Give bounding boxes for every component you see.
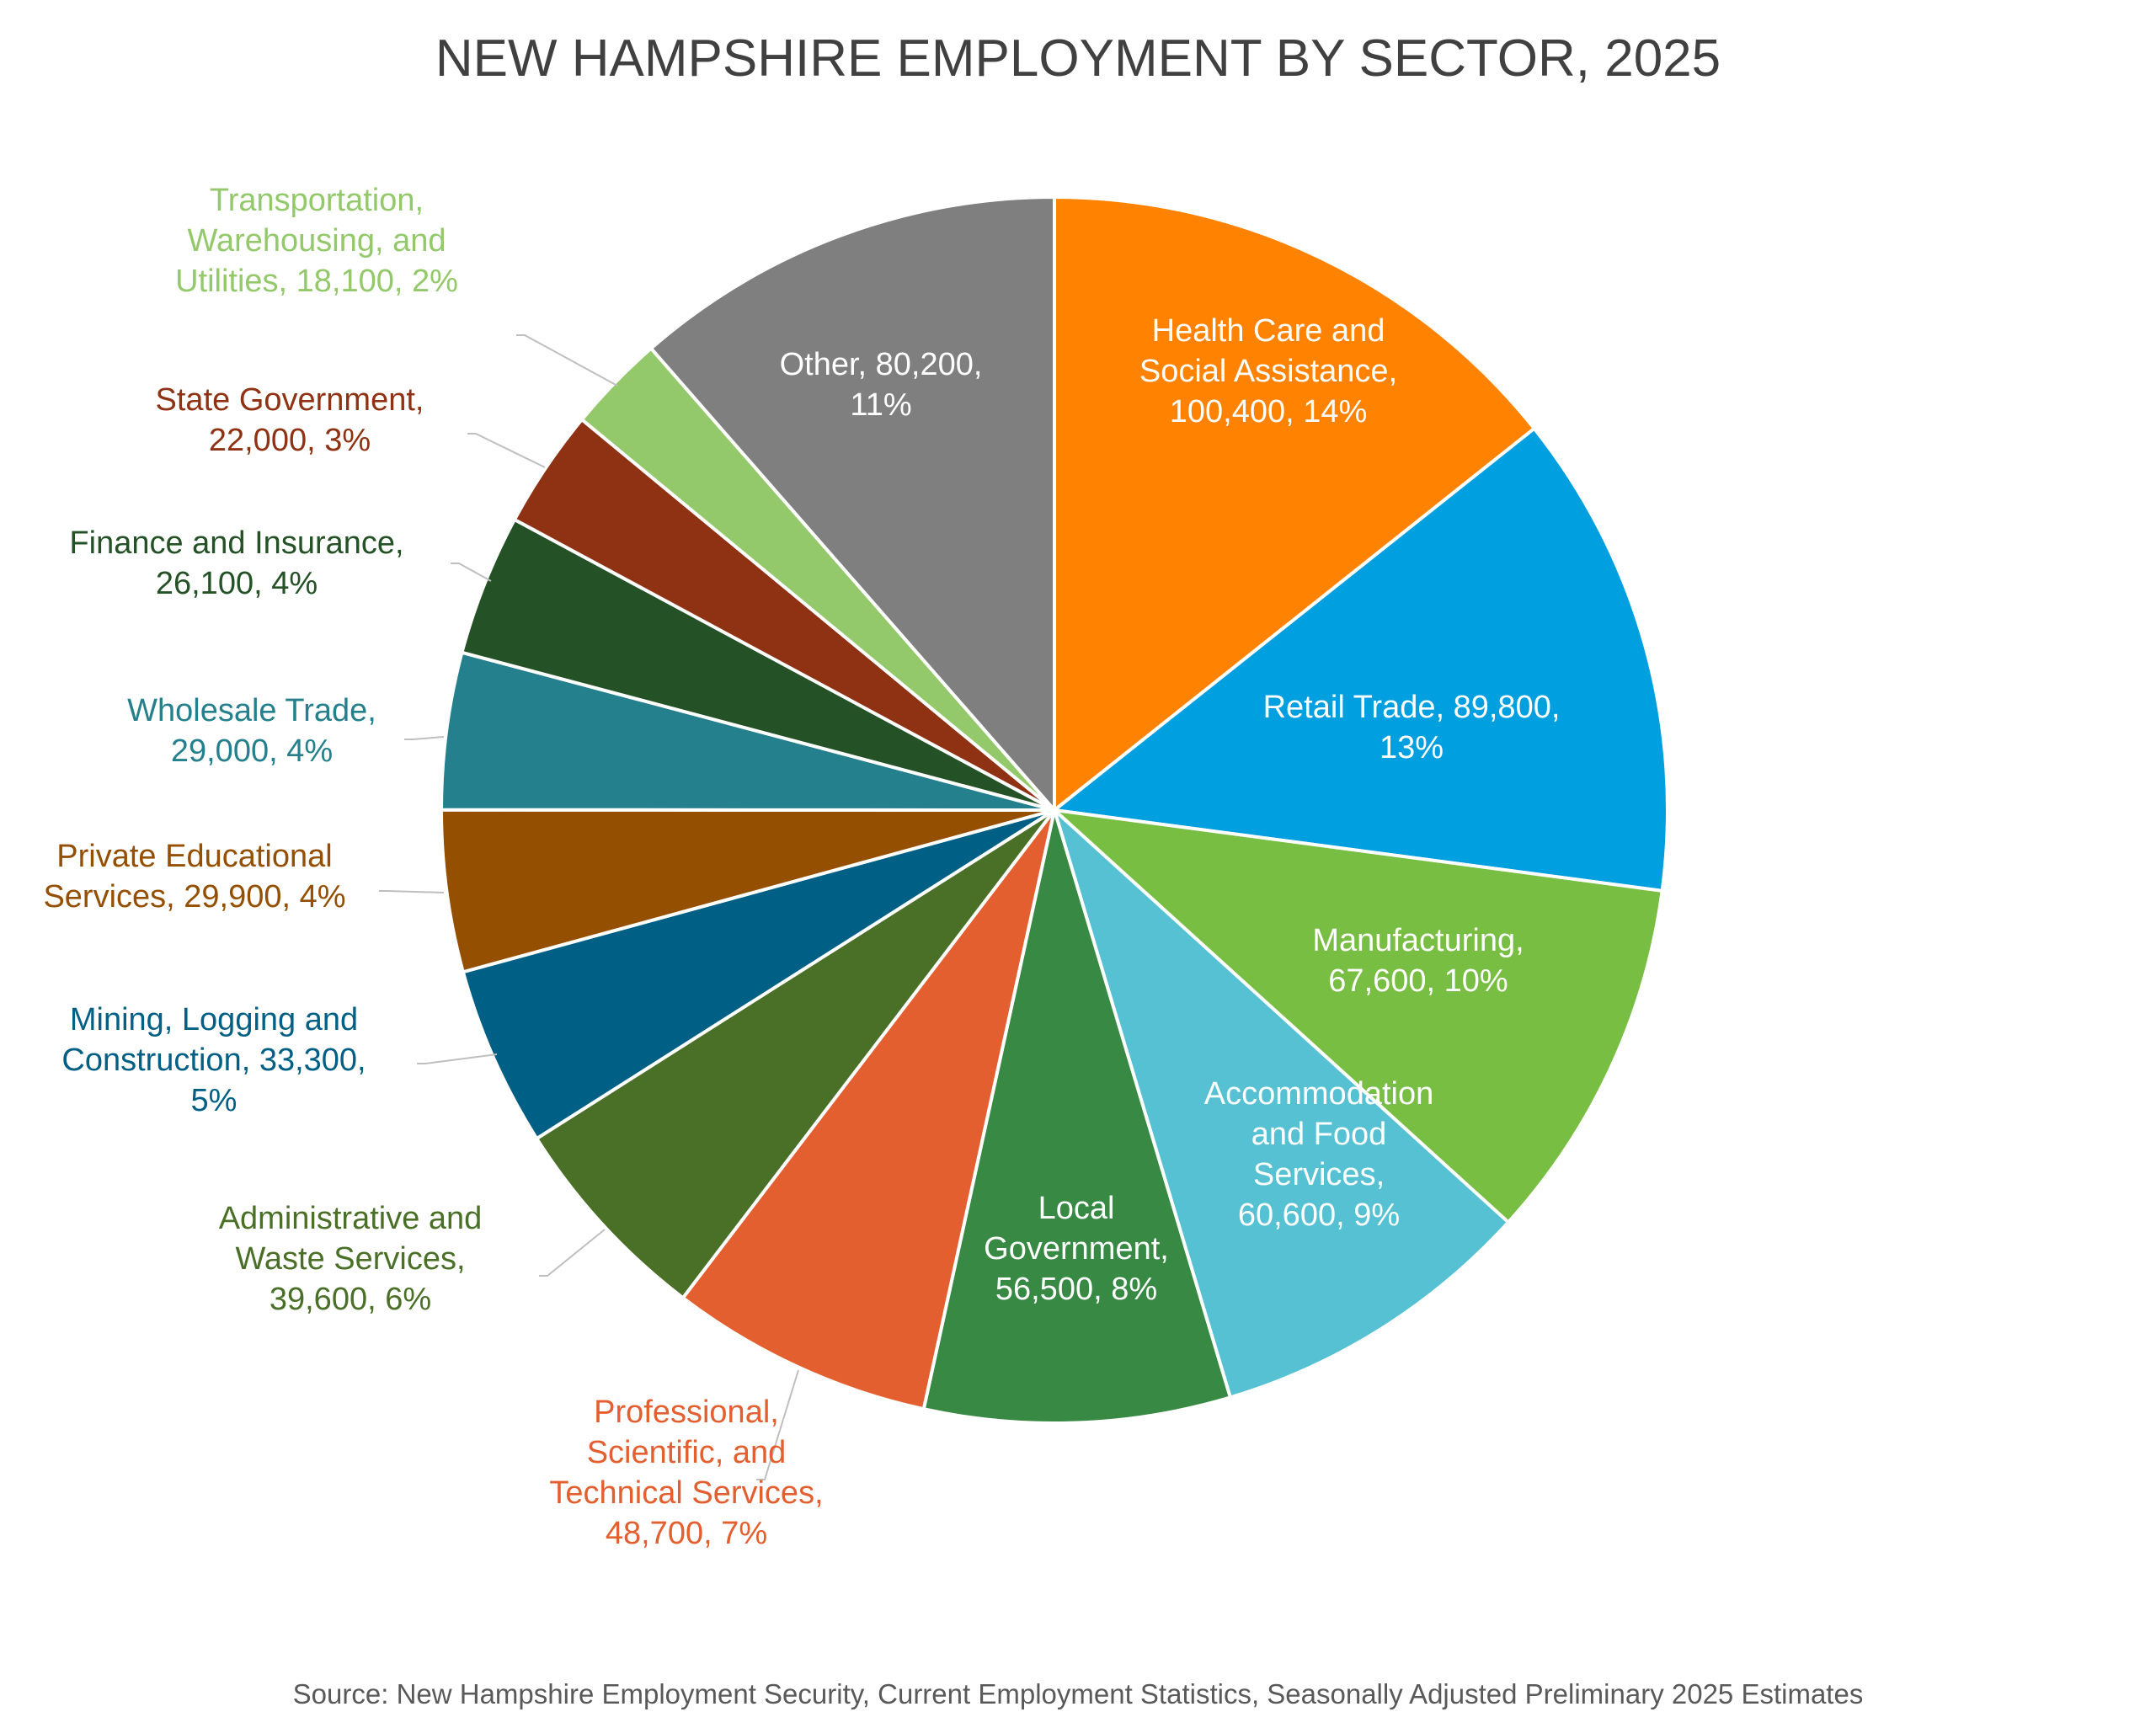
leader-line-state-government — [467, 433, 546, 468]
slice-label-line: Administrative and — [219, 1201, 483, 1236]
slice-label-line: and Food — [1251, 1117, 1387, 1152]
slice-label-health-care-and-social-assistance: Health Care and Social Assistance, 100,400… — [1139, 313, 1397, 429]
slice-label-line: 67,600, 10% — [1328, 963, 1508, 999]
pie-slice-mining-logging-and-construction — [461, 808, 1056, 1141]
slice-label-transportation-warehousing-and-utilities: Transportation, Warehousing, and Utilities… — [175, 183, 458, 299]
slice-label-line: Retail Trade, 89,800, — [1263, 690, 1561, 725]
leader-line-professional-scientific-and-technical-services — [756, 1369, 799, 1480]
pie-slice-health-care-and-social-assistance — [1053, 195, 1536, 812]
slice-label-line: Transportation, — [210, 183, 424, 218]
leader-line-finance-and-insurance — [451, 563, 492, 582]
slice-label-retail-trade: Retail Trade, 89,800, 13% — [1263, 690, 1561, 765]
chart-title: NEW HAMPSHIRE EMPLOYMENT BY SECTOR, 2025 — [435, 29, 1721, 88]
slice-label-line: 22,000, 3% — [209, 423, 371, 458]
slice-label-line: 13% — [1380, 730, 1444, 765]
slices-layer — [439, 195, 1669, 1425]
pie-slice-other — [649, 195, 1056, 812]
slice-label-line: 56,500, 8% — [995, 1272, 1157, 1307]
slice-label-line: 5% — [191, 1083, 237, 1118]
chart-source: Source: New Hampshire Employment Securit… — [293, 1678, 1864, 1709]
leader-line-mining-logging-and-construction — [417, 1053, 498, 1064]
slice-label-line: Accommodation — [1204, 1076, 1433, 1112]
leader-line-private-educational-services — [379, 890, 445, 893]
pie-slice-local-government — [921, 808, 1232, 1425]
slice-label-line: 60,600, 9% — [1238, 1197, 1400, 1233]
pie-slice-private-educational-services — [439, 808, 1056, 974]
slice-label-line: Professional, — [594, 1395, 779, 1430]
labels-layer: Health Care and Social Assistance, 100,400… — [43, 183, 1560, 1551]
slice-label-line: Manufacturing, — [1312, 923, 1524, 958]
slice-label-line: 100,400, 14% — [1170, 394, 1368, 429]
slice-label-line: Scientific, and — [587, 1435, 787, 1470]
pie-slice-accommodation-and-food-services — [1053, 808, 1510, 1400]
slice-label-line: 26,100, 4% — [156, 566, 318, 601]
slice-label-wholesale-trade: Wholesale Trade, 29,000, 4% — [127, 693, 376, 769]
slice-label-line: Mining, Logging and — [70, 1002, 358, 1037]
slice-label-finance-and-insurance: Finance and Insurance, 26,100, 4% — [69, 525, 403, 601]
slice-label-line: Other, 80,200, — [780, 347, 983, 382]
slice-label-line: Private Educational — [56, 839, 332, 874]
slice-label-line: Social Assistance, — [1139, 354, 1397, 389]
slice-label-line: Finance and Insurance, — [69, 525, 403, 561]
leader-lines-layer — [379, 334, 799, 1480]
pie-slice-professional-scientific-and-technical-services — [680, 808, 1056, 1411]
slice-label-mining-logging-and-construction: Mining, Logging and Construction, 33,300,… — [61, 1002, 366, 1118]
slice-label-other: Other, 80,200, 11% — [780, 347, 983, 423]
pie-slice-administrative-and-waste-services — [535, 808, 1056, 1300]
slice-label-line: Services, 29,900, 4% — [43, 879, 345, 915]
leader-line-wholesale-trade — [404, 736, 445, 740]
pie-slice-retail-trade — [1053, 426, 1669, 893]
slice-label-line: Utilities, 18,100, 2% — [175, 264, 458, 299]
slice-label-line: Government, — [984, 1231, 1169, 1267]
slice-label-line: 39,600, 6% — [270, 1282, 431, 1317]
slice-label-administrative-and-waste-services: Administrative and Waste Services, 39,600,… — [219, 1201, 483, 1317]
slice-label-line: Waste Services, — [235, 1241, 465, 1277]
pie-slice-manufacturing — [1053, 808, 1664, 1224]
leader-line-administrative-and-waste-services — [539, 1229, 606, 1277]
slice-label-line: Technical Services, — [549, 1475, 823, 1511]
slice-label-manufacturing: Manufacturing, 67,600, 10% — [1312, 923, 1524, 999]
slice-label-professional-scientific-and-technical-services: Professional, Scientific, and Technical Se… — [549, 1395, 823, 1551]
slice-label-state-government: State Government, 22,000, 3% — [156, 382, 424, 458]
slice-label-line: Services, — [1253, 1157, 1385, 1192]
leader-line-transportation-warehousing-and-utilities — [516, 334, 618, 387]
slice-label-line: Health Care and — [1152, 313, 1385, 349]
slice-label-line: State Government, — [156, 382, 424, 418]
slice-label-accommodation-and-food-services: Accommodation and Food Services, 60,600, 9% — [1204, 1076, 1433, 1233]
slice-label-line: 11% — [850, 387, 911, 423]
slice-label-local-government: Local Government, 56,500, 8% — [984, 1191, 1169, 1307]
slice-label-private-educational-services: Private Educational Services, 29,900, 4% — [43, 839, 345, 915]
slice-label-line: Warehousing, and — [187, 223, 446, 259]
slice-label-line: Construction, 33,300, — [61, 1043, 366, 1078]
slice-label-line: 29,000, 4% — [171, 733, 333, 769]
slice-label-line: Local — [1038, 1191, 1115, 1226]
slice-label-line: Wholesale Trade, — [127, 693, 376, 728]
slice-label-line: 48,700, 7% — [606, 1516, 767, 1551]
